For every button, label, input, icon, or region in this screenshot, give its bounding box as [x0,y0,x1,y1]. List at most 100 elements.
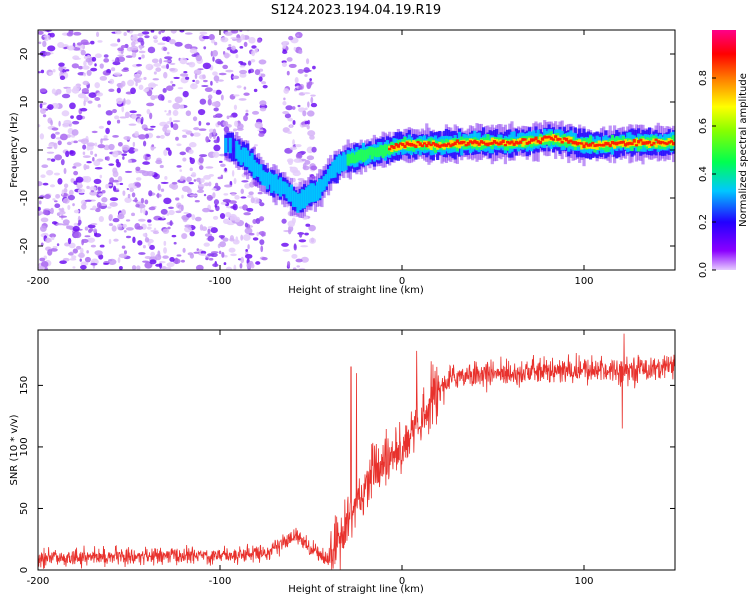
heatmap-noise-blob [126,30,131,33]
heatmap-noise-blob [161,266,167,270]
heatmap-ridge-cell [580,143,584,150]
heatmap-noise-blob [149,244,155,251]
heatmap-noise-blob [217,121,221,126]
heatmap-noise-blob [240,188,244,195]
heatmap-noise-blob [186,213,192,218]
heatmap-noise-blob [94,250,103,256]
heatmap-noise-blob [197,108,206,116]
heatmap-noise-blob [296,265,300,268]
heatmap-noise-blob [136,265,141,270]
heatmap-ridge-cell [551,138,556,141]
heatmap-noise-blob [182,90,189,98]
heatmap-ridge-cell [460,138,464,156]
heatmap-noise-blob [222,64,229,70]
heatmap-ridge-cell [438,144,442,149]
heatmap-noise-blob [245,112,249,116]
heatmap-noise-blob [94,142,98,147]
x-tick-label: 0 [399,276,405,287]
heatmap-noise-blob [98,193,104,196]
heatmap-noise-blob [73,31,82,36]
heatmap-noise-blob [46,157,52,161]
heatmap-noise-blob [103,58,110,63]
heatmap-noise-blob [89,150,94,155]
heatmap-noise-blob [185,32,193,35]
heatmap-noise-blob [103,144,110,151]
heatmap-noise-blob [108,223,114,227]
heatmap-noise-blob [300,256,309,263]
heatmap-noise-blob [108,88,115,93]
heatmap-noise-blob [286,57,293,62]
heatmap-noise-blob [250,263,255,269]
y-tick-label: 10 [19,96,30,109]
heatmap-noise-blob [96,92,104,97]
heatmap-noise-blob [136,118,142,124]
heatmap-noise-blob [311,146,317,153]
heatmap-noise-blob [291,106,296,110]
heatmap-noise-blob [75,176,84,183]
heatmap-noise-blob [287,117,293,122]
heatmap-noise-blob [146,170,155,177]
heatmap-ridge-cell [412,140,416,146]
heatmap-noise-blob [230,37,238,40]
heatmap-noise-blob [126,187,130,191]
heatmap-noise-blob [84,226,89,231]
heatmap-noise-blob [291,253,298,259]
heatmap-noise-blob [166,63,170,70]
heatmap-ridge-cell [398,142,403,145]
heatmap-noise-blob [183,70,188,74]
heatmap-noise-blob [67,45,75,51]
heatmap-ridge-cell [451,143,455,147]
heatmap-noise-blob [248,69,251,74]
heatmap-noise-blob [132,199,139,202]
heatmap-noise-blob [289,125,293,128]
heatmap-noise-blob [230,253,237,257]
heatmap-noise-blob [165,85,174,91]
heatmap-noise-blob [72,166,77,169]
heatmap-noise-blob [295,258,303,263]
heatmap-noise-blob [302,110,307,117]
heatmap-noise-blob [49,184,56,188]
heatmap-noise-blob [114,30,122,35]
colorbar-tick-label: 0.6 [698,118,709,134]
heatmap-noise-blob [193,127,200,131]
heatmap-noise-blob [288,63,297,69]
heatmap-noise-blob [196,189,205,193]
heatmap-noise-blob [169,117,172,122]
heatmap-ridge-cell [613,141,617,145]
heatmap-noise-blob [53,200,58,203]
heatmap-noise-blob [69,258,77,261]
snr-ticks: -200 -100 0 100 0 50 100 150 [19,330,675,587]
heatmap-noise-blob [172,102,181,110]
heatmap-noise-blob [164,176,168,180]
heatmap-noise-blob [208,209,214,213]
heatmap-noise-blob [122,156,125,160]
heatmap-noise-blob [134,79,142,83]
heatmap-noise-blob [188,149,194,155]
heatmap-noise-blob [69,150,76,157]
heatmap-ridge-cell [632,138,636,143]
heatmap-ridge-cell [669,140,673,143]
heatmap-noise-blob [179,177,184,182]
heatmap-noise-blob [229,115,233,118]
heatmap-noise-blob [160,181,169,184]
heatmap-noise-blob [151,58,159,64]
heatmap-noise-blob [222,218,230,225]
heatmap-noise-blob [130,87,136,95]
heatmap-noise-blob [189,142,197,148]
heatmap-noise-blob [186,176,192,183]
heatmap-noise-blob [222,237,229,242]
heatmap-noise-blob [94,153,98,157]
heatmap-noise-blob [141,116,144,123]
heatmap-ridge-cell [595,143,599,147]
heatmap-ridge-cell [326,168,331,182]
heatmap-noise-blob [99,244,105,248]
heatmap-noise-blob [133,148,139,152]
heatmap-noise-blob [300,245,309,248]
heatmap-noise-blob [253,197,260,204]
heatmap-noise-blob [76,181,82,186]
heatmap-noise-blob [223,184,233,188]
heatmap-noise-blob [121,209,126,216]
heatmap-noise-blob [215,182,219,188]
